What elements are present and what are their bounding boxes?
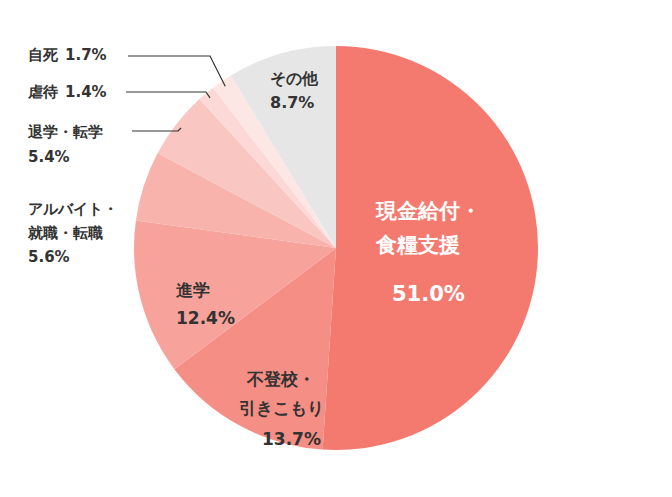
value-label: 1.4% (65, 83, 107, 101)
category-label: その他 (270, 69, 319, 88)
category-label: 現金給付・食糧支援 (375, 199, 481, 257)
value-label: 1.7% (65, 46, 107, 64)
category-line: 就職・転職 (27, 224, 103, 242)
slices (134, 46, 538, 450)
category-label: 虐待 (27, 83, 58, 101)
category-label: 退学・転学 (27, 123, 103, 141)
value-label: 12.4% (176, 308, 235, 328)
slice-label: 虐待 1.4% (27, 83, 107, 101)
value-label: 5.6% (28, 248, 70, 266)
category-line: 進学 (176, 280, 210, 300)
category-label: アルバイト・就職・転職 (27, 200, 118, 242)
pie-slice (323, 46, 538, 450)
value-label: 5.4% (28, 148, 70, 166)
leader-line (132, 128, 181, 131)
category-line: 不登校・ (246, 369, 315, 389)
pie-slice (231, 46, 336, 248)
category-label: 進学 (176, 280, 210, 300)
category-line: 退学・転学 (27, 123, 103, 141)
leader-line (128, 56, 225, 86)
leader-line (126, 92, 210, 98)
value-label: 8.7% (270, 93, 314, 112)
value-label: 13.7% (262, 429, 321, 449)
category-label: 不登校・引きこもり (239, 369, 324, 418)
value-label: 51.0% (392, 282, 465, 306)
category-line: 現金給付・ (375, 199, 481, 223)
category-line: その他 (270, 69, 319, 88)
chart-container: 現金給付・食糧支援 51.0% 不登校・引きこもり 13.7% 進学 12.4% アルバイト… (0, 0, 672, 497)
category-line: アルバイト・ (28, 200, 118, 218)
labels: 現金給付・食糧支援 51.0% 不登校・引きこもり 13.7% 進学 12.4% アルバイト… (27, 46, 481, 449)
category-label: 自死 (28, 46, 59, 64)
pie-chart: 現金給付・食糧支援 51.0% 不登校・引きこもり 13.7% 進学 12.4% アルバイト… (0, 0, 672, 497)
slice-label: 自死 1.7% (28, 46, 107, 64)
category-line: 食糧支援 (375, 233, 460, 257)
category-line: 引きこもり (239, 398, 324, 418)
